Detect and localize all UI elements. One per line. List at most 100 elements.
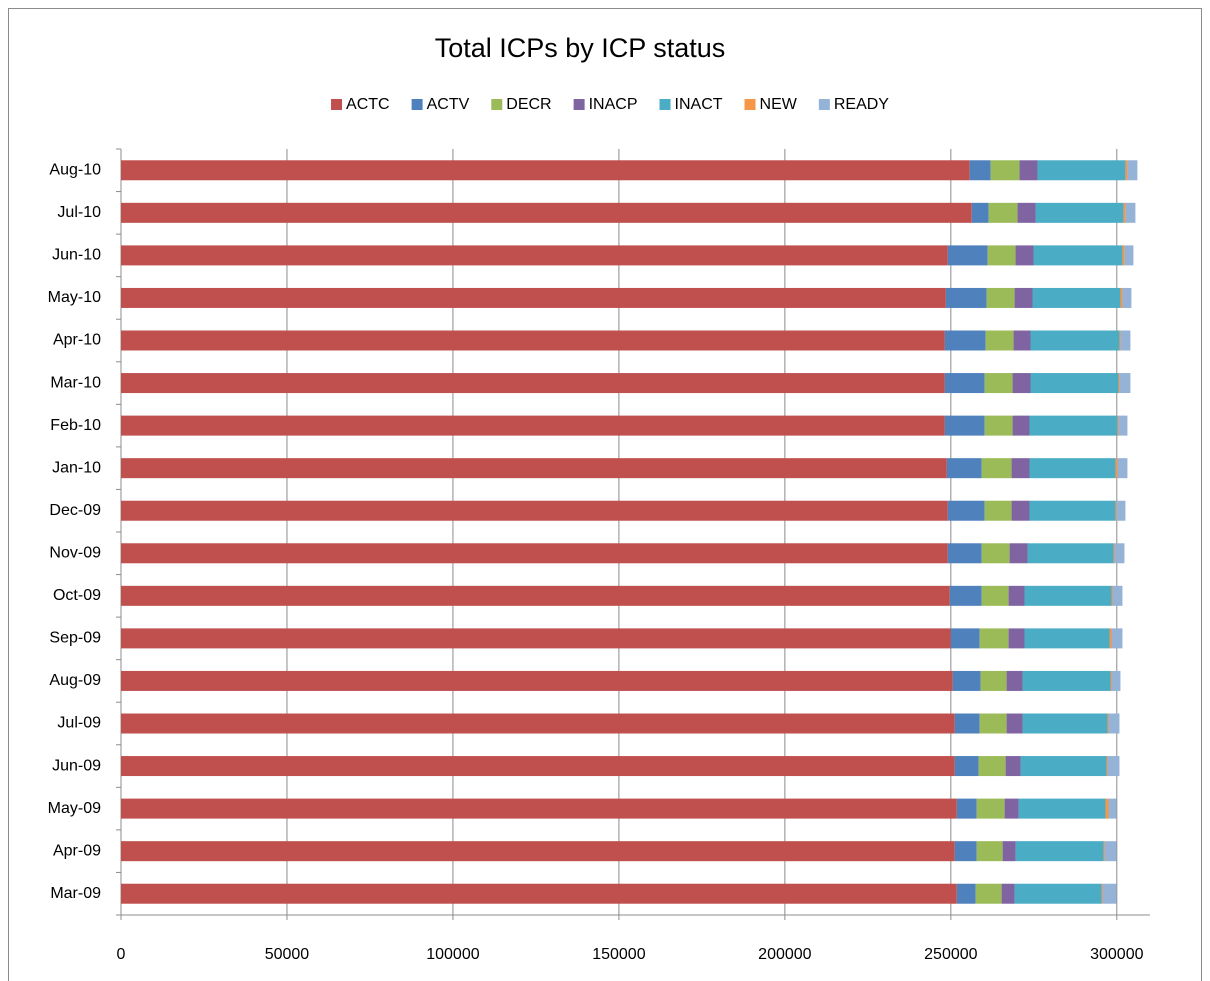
legend-label: DECR bbox=[506, 96, 551, 113]
legend-label: INACP bbox=[589, 96, 638, 113]
bar-segment bbox=[1020, 756, 1107, 777]
bar-segment bbox=[121, 500, 948, 521]
y-tick-label: Jul-10 bbox=[57, 204, 101, 221]
bar-segment bbox=[1014, 287, 1033, 308]
bar-segment bbox=[1114, 543, 1125, 564]
bar-segment bbox=[1123, 202, 1126, 223]
bar-segment bbox=[1116, 500, 1126, 521]
bar-segment bbox=[1110, 670, 1112, 691]
bar-segment bbox=[975, 883, 1002, 904]
bar-segment bbox=[121, 287, 946, 308]
bar-segment bbox=[1030, 330, 1120, 351]
bar-segment bbox=[1118, 415, 1128, 436]
bar-segment bbox=[971, 202, 989, 223]
y-tick-label: Jan-10 bbox=[52, 459, 101, 476]
bar-segment bbox=[956, 883, 976, 904]
x-tick-label: 300000 bbox=[1090, 946, 1143, 963]
x-tick-label: 150000 bbox=[592, 946, 645, 963]
y-tick-label: Dec-09 bbox=[49, 502, 101, 519]
bar-segment bbox=[1108, 713, 1120, 734]
bar-segment bbox=[1013, 330, 1031, 351]
bar-segment bbox=[1107, 756, 1120, 777]
bar-segment bbox=[1015, 245, 1034, 266]
bar-segment bbox=[121, 373, 945, 394]
bar-segment bbox=[1111, 628, 1123, 649]
legend-swatch bbox=[491, 99, 503, 110]
y-tick-label: May-10 bbox=[48, 289, 101, 306]
bar-segment bbox=[1035, 202, 1124, 223]
bar-segment bbox=[1122, 245, 1125, 266]
legend-swatch bbox=[818, 99, 830, 110]
bar-segment bbox=[121, 756, 955, 777]
bar-segment bbox=[980, 670, 1007, 691]
bar-segment bbox=[1119, 330, 1121, 351]
bar-segment bbox=[1001, 883, 1015, 904]
bar-segment bbox=[1125, 202, 1136, 223]
bar-segment bbox=[1122, 287, 1132, 308]
bar-segment bbox=[1109, 628, 1112, 649]
bar-segment bbox=[1019, 160, 1038, 181]
bar-segment bbox=[1018, 798, 1106, 819]
bar-segment bbox=[944, 330, 986, 351]
legend-label: ACTV bbox=[427, 96, 470, 113]
bar-segment bbox=[944, 415, 985, 436]
bar-segment bbox=[1115, 500, 1117, 521]
bar-segment bbox=[1120, 330, 1131, 351]
bar-segment bbox=[121, 841, 955, 862]
bar-segment bbox=[1033, 245, 1123, 266]
bar-segment bbox=[946, 458, 982, 479]
bar-segment bbox=[121, 330, 945, 351]
bar-segment bbox=[984, 373, 1013, 394]
y-tick-label: Apr-09 bbox=[53, 842, 101, 859]
bar-segment bbox=[1117, 458, 1128, 479]
y-tick-label: Aug-09 bbox=[49, 672, 101, 689]
bar-segment bbox=[1118, 373, 1120, 394]
bar-segment bbox=[947, 245, 988, 266]
bar-segment bbox=[988, 202, 1018, 223]
bar-segment bbox=[985, 330, 1014, 351]
bar-segment bbox=[954, 756, 979, 777]
bar-segment bbox=[1029, 500, 1116, 521]
bar-segment bbox=[1022, 670, 1111, 691]
bar-segment bbox=[1004, 798, 1019, 819]
bar-segment bbox=[1015, 841, 1104, 862]
bar-segment bbox=[1108, 798, 1117, 819]
bar-segment bbox=[1101, 883, 1103, 904]
bar-segment bbox=[1127, 160, 1138, 181]
bar-segment bbox=[1014, 883, 1102, 904]
bar-segment bbox=[1029, 458, 1116, 479]
bar-segment bbox=[1102, 883, 1117, 904]
y-tick-label: Oct-09 bbox=[53, 587, 101, 604]
bar-segment bbox=[976, 798, 1005, 819]
bar-segment bbox=[1124, 245, 1134, 266]
bar-segment bbox=[1008, 585, 1025, 606]
y-tick-label: Mar-10 bbox=[50, 374, 101, 391]
bar-segment bbox=[1002, 841, 1016, 862]
bar-segment bbox=[976, 841, 1003, 862]
bar-segment bbox=[945, 287, 987, 308]
bar-segment bbox=[1105, 798, 1109, 819]
legend-label: ACTC bbox=[346, 96, 390, 113]
bar-segment bbox=[950, 628, 980, 649]
bar-segment bbox=[121, 543, 948, 564]
bar-segment bbox=[956, 798, 977, 819]
bar-segment bbox=[1011, 458, 1030, 479]
bar-segment bbox=[1006, 713, 1023, 734]
legend-swatch bbox=[659, 99, 671, 110]
bar-segment bbox=[1030, 373, 1119, 394]
bar-segment bbox=[1029, 415, 1118, 436]
bar-segment bbox=[1008, 628, 1025, 649]
bar-segment bbox=[1006, 670, 1023, 691]
bar-segment bbox=[952, 670, 981, 691]
bar-segment bbox=[1107, 713, 1109, 734]
bar-segment bbox=[1024, 628, 1110, 649]
bar-segment bbox=[121, 883, 957, 904]
bar-segment bbox=[121, 415, 945, 436]
legend-swatch bbox=[744, 99, 756, 110]
x-tick-label: 0 bbox=[117, 946, 126, 963]
bar-segment bbox=[1111, 670, 1121, 691]
bar-segment bbox=[1037, 160, 1126, 181]
y-tick-label: Aug-10 bbox=[49, 161, 101, 178]
y-tick-label: Jun-09 bbox=[52, 757, 101, 774]
bar-segment bbox=[1024, 585, 1112, 606]
